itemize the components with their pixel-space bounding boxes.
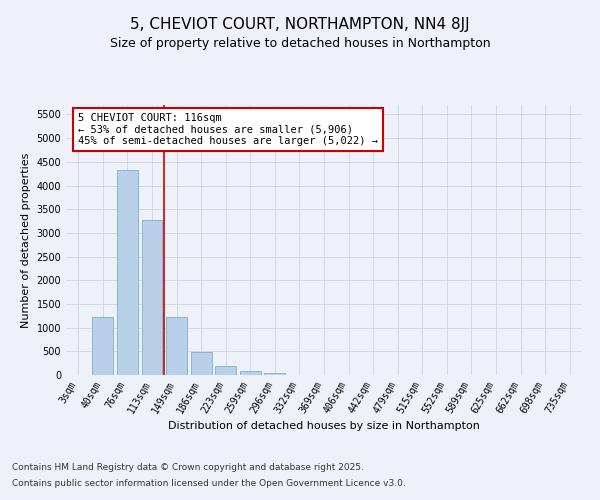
Bar — [215, 366, 236, 375]
Text: 5 CHEVIOT COURT: 116sqm
← 53% of detached houses are smaller (5,906)
45% of semi: 5 CHEVIOT COURT: 116sqm ← 53% of detache… — [78, 113, 378, 146]
Text: Contains HM Land Registry data © Crown copyright and database right 2025.: Contains HM Land Registry data © Crown c… — [12, 464, 364, 472]
Y-axis label: Number of detached properties: Number of detached properties — [21, 152, 31, 328]
Bar — [92, 317, 113, 375]
Bar — [265, 372, 286, 375]
Bar — [142, 220, 163, 375]
X-axis label: Distribution of detached houses by size in Northampton: Distribution of detached houses by size … — [168, 421, 480, 431]
Bar — [117, 170, 138, 375]
Bar — [240, 370, 261, 375]
Text: 5, CHEVIOT COURT, NORTHAMPTON, NN4 8JJ: 5, CHEVIOT COURT, NORTHAMPTON, NN4 8JJ — [130, 18, 470, 32]
Bar — [166, 316, 187, 375]
Bar — [191, 352, 212, 375]
Text: Contains public sector information licensed under the Open Government Licence v3: Contains public sector information licen… — [12, 478, 406, 488]
Text: Size of property relative to detached houses in Northampton: Size of property relative to detached ho… — [110, 38, 490, 51]
